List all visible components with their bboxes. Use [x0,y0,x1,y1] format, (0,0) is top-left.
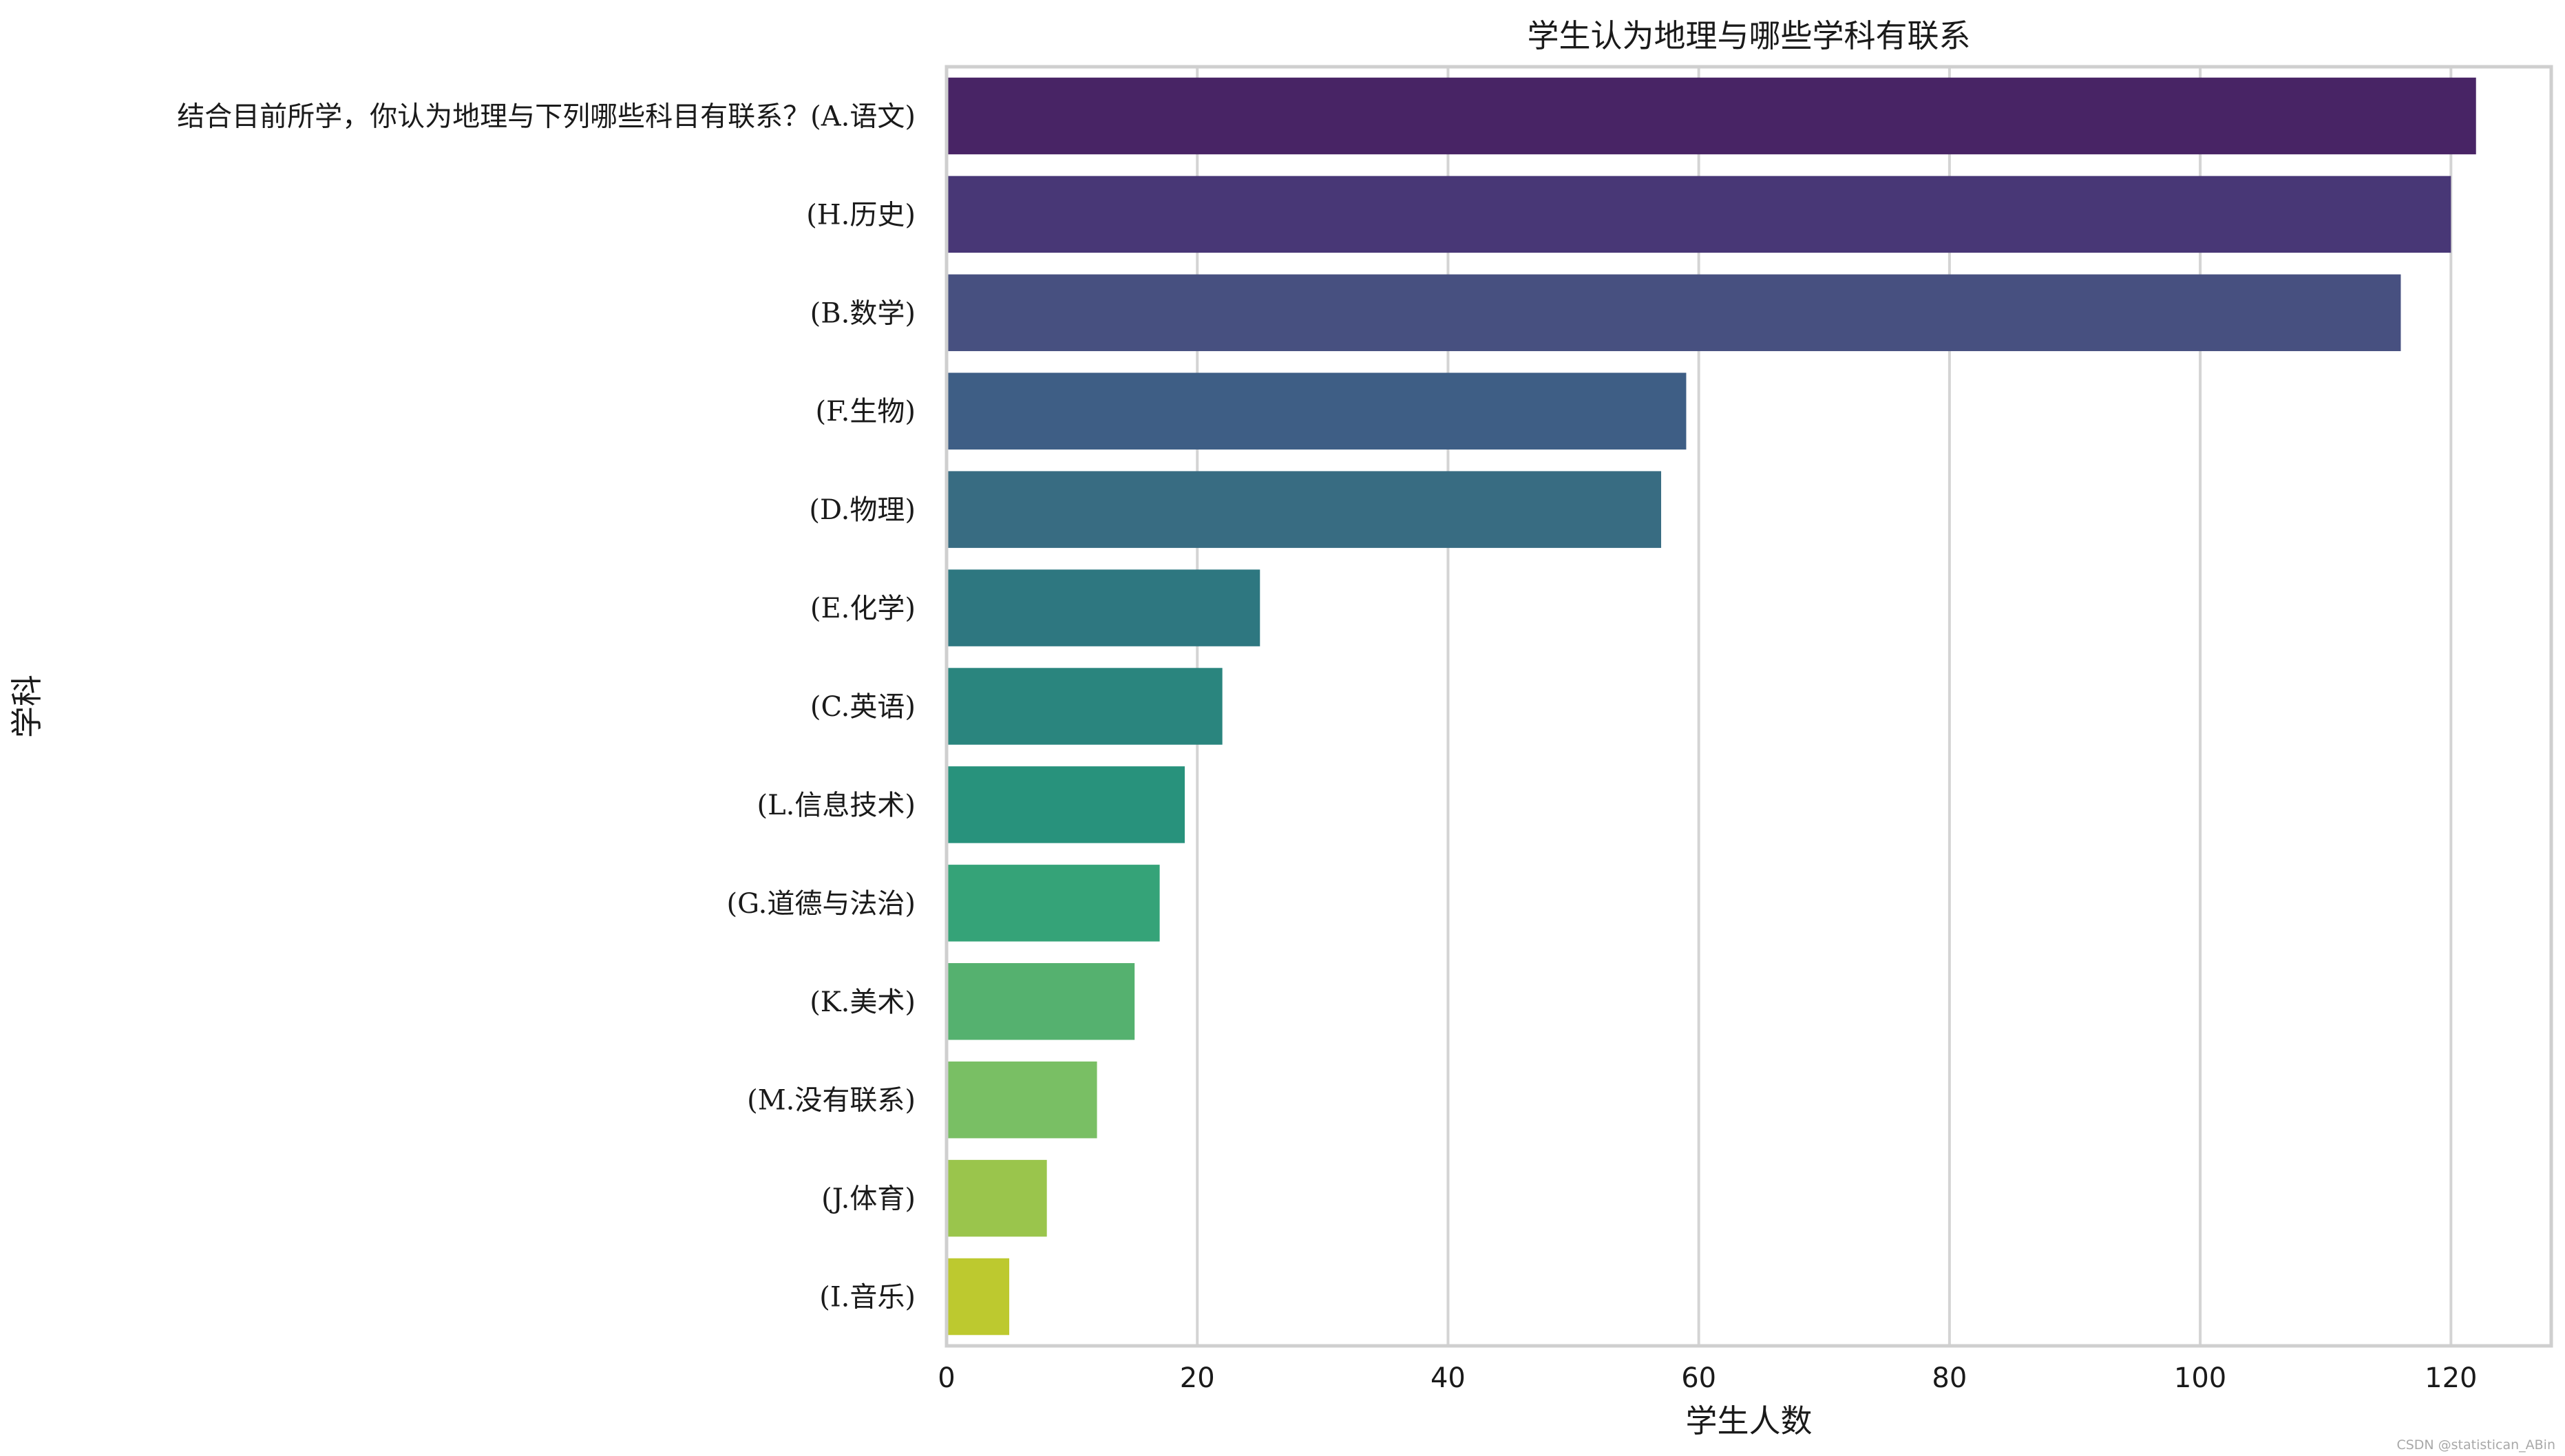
y-tick-label: (C.英语) [810,691,916,723]
x-tick-label: 0 [938,1362,955,1394]
bar [947,1061,1097,1139]
bar [947,176,2451,253]
y-tick-label: (B.数学) [810,297,916,329]
x-tick-labels: 0 20 40 60 80 100 120 [938,1362,2477,1394]
bar [947,1159,1047,1237]
y-tick-labels: 结合目前所学，你认为地理与下列哪些科目有联系？(A.语文) (H.历史) (B.数学… [177,101,916,1313]
x-tick-label: 20 [1180,1362,1215,1394]
x-tick-label: 60 [1681,1362,1716,1394]
watermark: CSDN @statistican_ABin [2396,1437,2555,1453]
chart-title: 学生认为地理与哪些学科有联系 [1528,17,1971,54]
bar [947,668,1223,745]
bar [947,471,1662,548]
y-tick-label: 结合目前所学，你认为地理与下列哪些科目有联系？(A.语文) [177,101,916,132]
x-tick-label: 100 [2174,1362,2226,1394]
bar [947,766,1185,843]
x-tick-label: 80 [1932,1362,1967,1394]
y-tick-label: (G.道德与法治) [727,888,916,920]
y-tick-label: (F.生物) [816,396,916,428]
y-tick-label: (M.没有联系) [747,1085,916,1117]
bar [947,1258,1010,1336]
x-tick-label: 40 [1431,1362,1466,1394]
x-tick-label: 120 [2425,1362,2477,1394]
bar [947,569,1260,646]
bars [947,77,2476,1336]
gridlines [1196,67,2453,1346]
y-tick-label: (J.体育) [821,1183,916,1215]
y-tick-label: (I.音乐) [819,1282,916,1313]
y-axis-label: 学科 [8,675,45,738]
y-tick-label: (H.历史) [806,199,916,231]
plot-frame [944,65,2553,1348]
bar [947,274,2401,352]
bar [947,865,1160,942]
bar [947,963,1135,1040]
bar [947,77,2476,155]
y-tick-label: (K.美术) [810,987,916,1018]
y-tick-label: (D.物理) [809,494,916,526]
x-axis-label: 学生人数 [1686,1402,1813,1439]
y-tick-label: (E.化学) [810,593,916,624]
y-tick-label: (L.信息技术) [757,790,916,821]
bar [947,372,1687,450]
